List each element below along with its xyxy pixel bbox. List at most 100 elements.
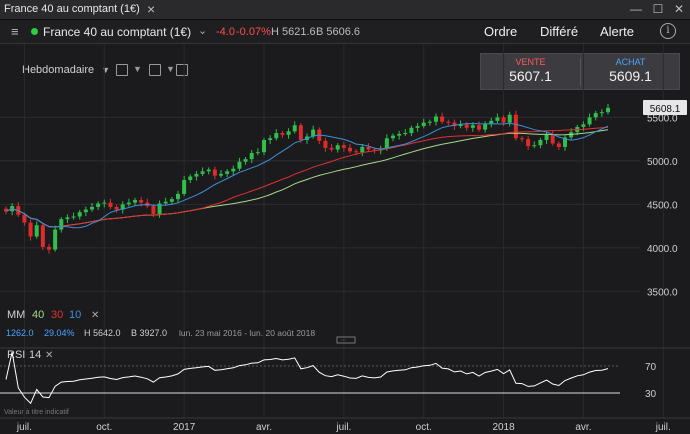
- candle-body: [446, 121, 451, 123]
- price-change-pct: -0.07%: [236, 26, 271, 38]
- panel-resize-handle[interactable]: [336, 336, 356, 344]
- title-bar: France 40 au comptant (1€) × — ☐ ✕: [0, 0, 690, 20]
- rsi-label: RSI: [7, 349, 25, 361]
- indicative-note: Valeur à titre indicatif: [4, 409, 69, 416]
- deferred-order-button[interactable]: Différé: [540, 24, 579, 39]
- candle-body: [305, 136, 309, 140]
- chevron-down-icon[interactable]: ⌄: [198, 25, 208, 37]
- period-selector[interactable]: Hebdomadaire ▼: [22, 64, 110, 76]
- instrument-toolbar: ≡ France 40 au comptant (1€) ⌄ -4.0 -0.0…: [0, 20, 690, 44]
- chart-type-chevron-icon[interactable]: ▼: [133, 64, 142, 74]
- candle-body: [477, 125, 481, 130]
- stat-points: 1262.0: [6, 328, 34, 338]
- candle-body: [317, 129, 322, 141]
- x-tick-label: 2018: [492, 422, 515, 433]
- candle-body: [427, 121, 432, 123]
- candle-body: [532, 145, 537, 147]
- mm40-label: 40: [32, 309, 44, 321]
- candle-body: [464, 124, 469, 128]
- candle-body: [212, 169, 217, 176]
- x-tick-label: juil.: [655, 422, 671, 433]
- sell-label: VENTE: [515, 57, 546, 67]
- last-price-label: 5608.1: [650, 104, 681, 115]
- menu-icon[interactable]: ≡: [11, 24, 19, 39]
- candle-body: [47, 246, 51, 250]
- candle-body: [255, 152, 260, 154]
- candle-body: [268, 138, 273, 140]
- alert-button[interactable]: Alerte: [600, 24, 634, 39]
- candle-body: [22, 214, 27, 223]
- candle-body: [65, 217, 70, 220]
- close-tab-icon[interactable]: ×: [147, 1, 156, 17]
- instrument-name[interactable]: France 40 au comptant (1€): [43, 25, 192, 39]
- candle-body: [384, 138, 389, 149]
- candle-body: [311, 129, 316, 137]
- x-tick-label: 2017: [173, 422, 196, 433]
- indicators-icon[interactable]: [149, 64, 161, 76]
- candle-body: [495, 117, 500, 121]
- sell-button[interactable]: VENTE 5607.1: [481, 54, 580, 89]
- x-tick-label: juil.: [335, 422, 351, 433]
- candle-body: [71, 216, 76, 218]
- candle-body: [120, 204, 125, 210]
- stat-low: B 3927.0: [131, 328, 167, 338]
- minimize-icon[interactable]: —: [630, 2, 642, 16]
- candle-body: [274, 133, 279, 139]
- buy-price: 5609.1: [609, 68, 652, 84]
- x-tick-label: avr.: [256, 422, 272, 433]
- rsi-level-label: 70: [645, 362, 657, 373]
- candle-body: [4, 208, 8, 212]
- buy-button[interactable]: ACHAT 5609.1: [581, 54, 680, 89]
- candle-body: [114, 206, 119, 210]
- mm-close-icon[interactable]: ✕: [91, 310, 99, 321]
- candle-body: [102, 202, 107, 204]
- svg-text:⋯: ⋯: [340, 338, 346, 344]
- candle-body: [286, 131, 291, 135]
- candle-body: [391, 135, 395, 139]
- close-window-icon[interactable]: ✕: [673, 2, 685, 16]
- candle-body: [372, 149, 377, 151]
- candle-body: [409, 127, 414, 134]
- candle-body: [188, 176, 193, 180]
- candle-body: [133, 200, 137, 203]
- candle-body: [556, 143, 561, 147]
- x-tick-label: oct.: [96, 422, 112, 433]
- indicators-chevron-icon[interactable]: ▼: [166, 64, 175, 74]
- candle-body: [354, 151, 359, 153]
- candle-body: [53, 229, 58, 250]
- maximize-icon[interactable]: ☐: [652, 2, 664, 16]
- x-tick-label: oct.: [416, 422, 432, 433]
- day-low: B 5606.6: [316, 26, 361, 38]
- candle-body: [163, 201, 168, 204]
- candle-body: [470, 125, 475, 128]
- candle-body: [550, 134, 555, 144]
- candle-body: [323, 140, 328, 148]
- period-chevron-icon: ▼: [101, 65, 111, 75]
- y-tick-label: 4000.0: [647, 244, 678, 255]
- candle-body: [10, 206, 15, 212]
- candle-body: [96, 203, 101, 207]
- chart-type-icon[interactable]: [116, 64, 128, 76]
- candle-body: [108, 202, 113, 207]
- order-button[interactable]: Ordre: [484, 24, 518, 39]
- rsi-close-icon[interactable]: ✕: [45, 350, 53, 361]
- info-icon[interactable]: i: [660, 23, 676, 39]
- ma30-line: [5, 126, 609, 228]
- market-open-status-icon: [31, 28, 38, 35]
- candle-body: [434, 116, 438, 122]
- drawing-tools-icon[interactable]: [176, 64, 188, 76]
- ma10-line: [5, 122, 609, 229]
- candle-body: [421, 122, 426, 127]
- candle-body: [538, 140, 543, 146]
- candle-body: [458, 124, 463, 127]
- candle-body: [501, 117, 506, 123]
- mm30-label: 30: [51, 309, 63, 321]
- candle-body: [526, 139, 531, 147]
- day-high: H 5621.6: [271, 26, 316, 38]
- stat-percent: 29.04%: [44, 328, 75, 338]
- candle-body: [292, 125, 297, 132]
- candle-body: [403, 133, 408, 135]
- candle-body: [544, 134, 549, 140]
- candle-body: [569, 132, 574, 138]
- window-title: France 40 au comptant (1€): [4, 3, 140, 15]
